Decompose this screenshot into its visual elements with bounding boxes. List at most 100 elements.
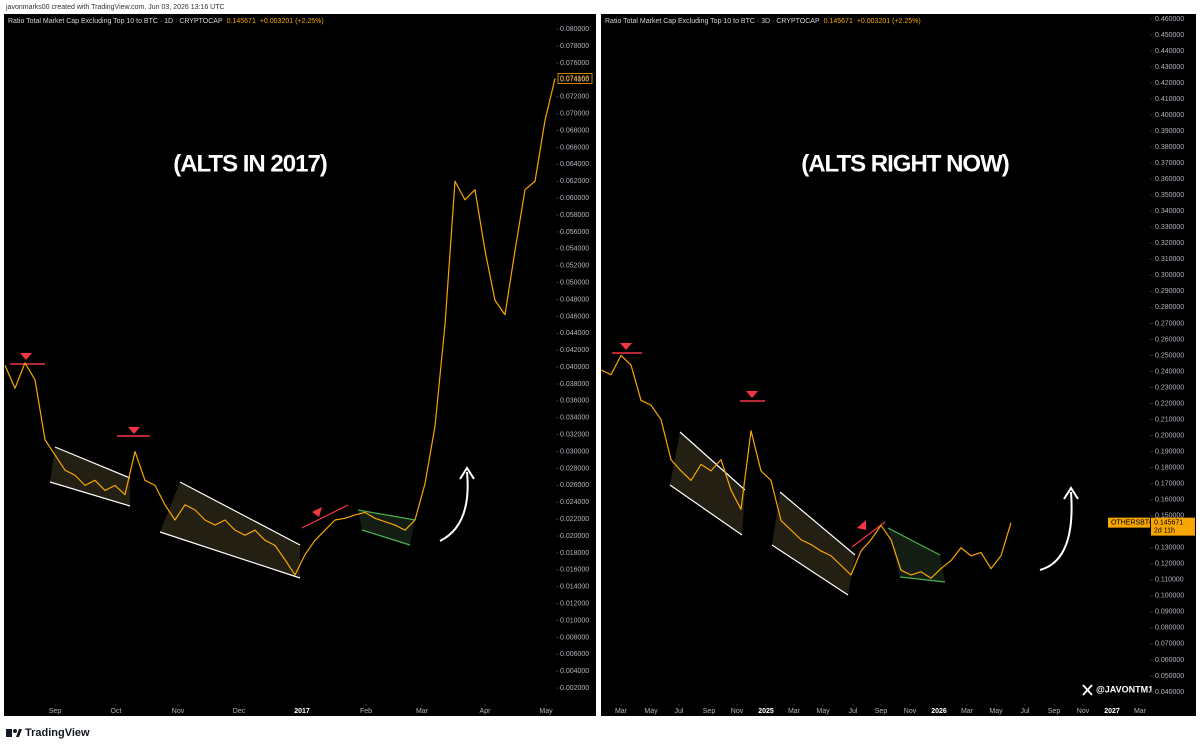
x-tick-label: 2017 bbox=[294, 708, 310, 715]
y-tick-label: 0.034000 bbox=[560, 415, 589, 422]
price-line bbox=[600, 354, 1012, 579]
footer: TradingView bbox=[6, 727, 90, 739]
y-tick-label: 0.074000 bbox=[560, 77, 589, 84]
y-tick-label: 0.002000 bbox=[560, 685, 589, 692]
y-tick-label: 0.072000 bbox=[560, 94, 589, 101]
y-tick-label: 0.280000 bbox=[1155, 304, 1184, 311]
symbol-tag bbox=[1108, 517, 1150, 528]
y-tick-label: 0.018000 bbox=[560, 550, 589, 557]
y-tick-label: 0.120000 bbox=[1155, 561, 1184, 568]
y-tick-label: 0.066000 bbox=[560, 144, 589, 151]
y-tick-label: 0.050000 bbox=[560, 279, 589, 286]
annotation: (ALTS IN 2017) bbox=[173, 150, 327, 177]
legend-title: Ratio Total Market Cap Excluding Top 10 … bbox=[8, 18, 223, 25]
x-tick-label: Sep bbox=[1048, 708, 1061, 715]
y-tick-label: 0.090000 bbox=[1155, 609, 1184, 616]
price-tag bbox=[1151, 517, 1195, 536]
x-tick-label: 2027 bbox=[1104, 708, 1120, 715]
y-tick-label: 0.080000 bbox=[560, 26, 589, 33]
y-tick-label: 0.078000 bbox=[560, 43, 589, 50]
x-tick-label: Nov bbox=[172, 708, 185, 715]
chart-panel bbox=[601, 14, 1196, 716]
y-tick-label: 0.050000 bbox=[1155, 673, 1184, 680]
y-tick-label: 0.220000 bbox=[1155, 400, 1184, 407]
y-tick-label: 0.030000 bbox=[560, 448, 589, 455]
y-tick-label: 0.180000 bbox=[1155, 464, 1184, 471]
x-tick-label: Apr bbox=[480, 708, 492, 715]
y-tick-label: 0.022000 bbox=[560, 516, 589, 523]
y-tick-label: 0.250000 bbox=[1155, 352, 1184, 359]
x-tick-label: Feb bbox=[360, 708, 372, 715]
annotation: (ALTS RIGHT NOW) bbox=[801, 150, 1009, 177]
y-tick-label: 0.048000 bbox=[560, 296, 589, 303]
y-tick-label: 0.210000 bbox=[1155, 416, 1184, 423]
y-tick-label: 0.062000 bbox=[560, 178, 589, 185]
countdown-label: 2d 11h bbox=[1154, 527, 1175, 534]
y-tick-label: 0.006000 bbox=[560, 651, 589, 658]
y-tick-label: 0.040000 bbox=[1155, 689, 1184, 696]
y-tick-label: 0.320000 bbox=[1155, 240, 1184, 247]
x-tick-label: Sep bbox=[49, 708, 62, 715]
x-tick-label: Jul bbox=[1021, 708, 1030, 715]
x-tick-label: Mar bbox=[788, 708, 801, 715]
x-tick-label: Nov bbox=[1077, 708, 1090, 715]
y-tick-label: 0.100000 bbox=[1155, 593, 1184, 600]
y-tick-label: 0.130000 bbox=[1155, 545, 1184, 552]
y-tick-label: 0.190000 bbox=[1155, 448, 1184, 455]
y-tick-label: 0.340000 bbox=[1155, 208, 1184, 215]
y-tick-label: 0.160000 bbox=[1155, 497, 1184, 504]
y-tick-label: 0.260000 bbox=[1155, 336, 1184, 343]
legend-title: Ratio Total Market Cap Excluding Top 10 … bbox=[605, 18, 820, 25]
y-tick-label: 0.076000 bbox=[560, 60, 589, 67]
x-tick-label: May bbox=[816, 708, 830, 715]
y-tick-label: 0.400000 bbox=[1155, 112, 1184, 119]
y-tick-label: 0.026000 bbox=[560, 482, 589, 489]
y-tick-label: 0.170000 bbox=[1155, 480, 1184, 487]
x-tick-label: Jul bbox=[849, 708, 858, 715]
y-tick-label: 0.064000 bbox=[560, 161, 589, 168]
legend-price: 0.145671 bbox=[824, 18, 853, 25]
y-tick-label: 0.420000 bbox=[1155, 80, 1184, 87]
y-tick-label: 0.028000 bbox=[560, 465, 589, 472]
y-tick-label: 0.110000 bbox=[1155, 577, 1184, 584]
y-tick-label: 0.080000 bbox=[1155, 625, 1184, 632]
x-tick-label: 2026 bbox=[931, 708, 947, 715]
footer-brand: TradingView bbox=[25, 727, 90, 739]
x-tick-label: Mar bbox=[961, 708, 974, 715]
y-tick-label: 0.024000 bbox=[560, 499, 589, 506]
x-tick-label: Mar bbox=[1134, 708, 1147, 715]
y-tick-label: 0.450000 bbox=[1155, 32, 1184, 39]
y-tick-label: 0.200000 bbox=[1155, 432, 1184, 439]
price-tag-label: 0.145671 bbox=[1154, 519, 1183, 526]
chart-panel bbox=[4, 14, 596, 716]
y-tick-label: 0.290000 bbox=[1155, 288, 1184, 295]
y-tick-label: 0.010000 bbox=[560, 617, 589, 624]
drawings-right bbox=[612, 343, 1079, 596]
x-tick-label: May bbox=[539, 708, 553, 715]
x-tick-label: May bbox=[644, 708, 658, 715]
x-tick-label: 2025 bbox=[758, 708, 774, 715]
x-tick-label: Oct bbox=[111, 708, 122, 715]
y-tick-label: 0.012000 bbox=[560, 600, 589, 607]
header-text: javonmarks00 created with TradingView.co… bbox=[5, 4, 225, 11]
y-tick-label: 0.430000 bbox=[1155, 64, 1184, 71]
symbol-tag-label: OTHERSBTC bbox=[1111, 519, 1154, 526]
x-tick-label: Mar bbox=[615, 708, 628, 715]
y-tick-label: 0.040000 bbox=[560, 364, 589, 371]
y-tick-label: 0.046000 bbox=[560, 313, 589, 320]
y-tick-label: 0.300000 bbox=[1155, 272, 1184, 279]
y-tick-label: 0.054000 bbox=[560, 246, 589, 253]
y-tick-label: 0.058000 bbox=[560, 212, 589, 219]
x-tick-label: Nov bbox=[731, 708, 744, 715]
y-tick-label: 0.150000 bbox=[1155, 513, 1184, 520]
y-tick-label: 0.230000 bbox=[1155, 384, 1184, 391]
x-tick-label: Sep bbox=[875, 708, 888, 715]
y-tick-label: 0.036000 bbox=[560, 398, 589, 405]
y-tick-label: 0.240000 bbox=[1155, 368, 1184, 375]
y-tick-label: 0.390000 bbox=[1155, 128, 1184, 135]
x-tick-label: May bbox=[989, 708, 1003, 715]
y-tick-label: 0.020000 bbox=[560, 533, 589, 540]
price-tag bbox=[557, 73, 593, 84]
y-tick-label: 0.068000 bbox=[560, 127, 589, 134]
